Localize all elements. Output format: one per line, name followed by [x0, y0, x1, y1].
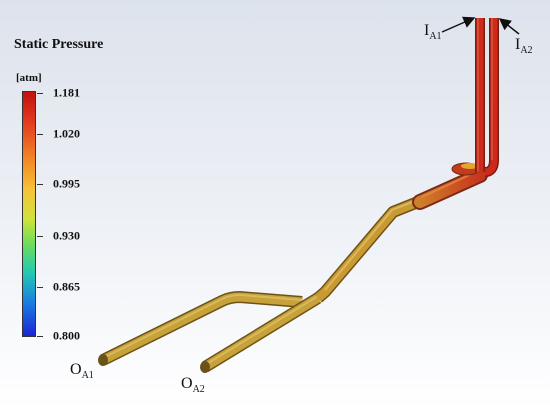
- inlet-a2-label-sub: A2: [520, 45, 533, 57]
- outlet-a1-label-main: O: [70, 361, 82, 378]
- outlet-a1-label: OA1: [70, 361, 94, 381]
- tick-label-2: 1.020: [53, 126, 80, 141]
- inlet-a1-label-sub: A1: [429, 31, 442, 43]
- tick-mark: [37, 287, 43, 288]
- main-pipe: [314, 192, 431, 303]
- outlet-a2-label-main: O: [181, 375, 193, 392]
- tick-label-3: 0.995: [53, 176, 80, 191]
- tick-label-1: 1.181: [53, 85, 80, 100]
- tick-mark: [37, 184, 43, 185]
- tick-mark: [37, 134, 43, 135]
- inlet-a1-label: IA1: [424, 22, 442, 42]
- tick-label-6: 0.800: [53, 328, 80, 343]
- inlet-a1-arrow: [441, 16, 476, 33]
- inlet-a2-arrow: [498, 18, 520, 35]
- legend-unit: [atm]: [16, 72, 42, 84]
- outlet-pipe-a1: [98, 290, 303, 366]
- outlet-a2-label: OA2: [181, 375, 205, 395]
- legend-title: Static Pressure: [14, 37, 104, 52]
- inlet-a2-label-main: I: [515, 36, 521, 53]
- tick-mark: [37, 93, 43, 94]
- inlet-a1-label-main: I: [424, 22, 430, 39]
- tick-mark: [37, 236, 43, 237]
- inlet-a2-label: IA2: [515, 36, 533, 56]
- tick-label-4: 0.930: [53, 228, 80, 243]
- inlet-pipe-a2: [484, 18, 499, 177]
- pressure-colorbar: [22, 91, 36, 337]
- inlet-pipe-a1: [475, 18, 485, 172]
- tick-label-5: 0.865: [53, 279, 80, 294]
- outlet-pipe-a2: [200, 292, 322, 373]
- outlet-a1-label-sub: A1: [81, 370, 94, 382]
- tick-mark: [37, 336, 43, 337]
- outlet-a2-label-sub: A2: [192, 384, 205, 396]
- header-pipe: [412, 162, 488, 210]
